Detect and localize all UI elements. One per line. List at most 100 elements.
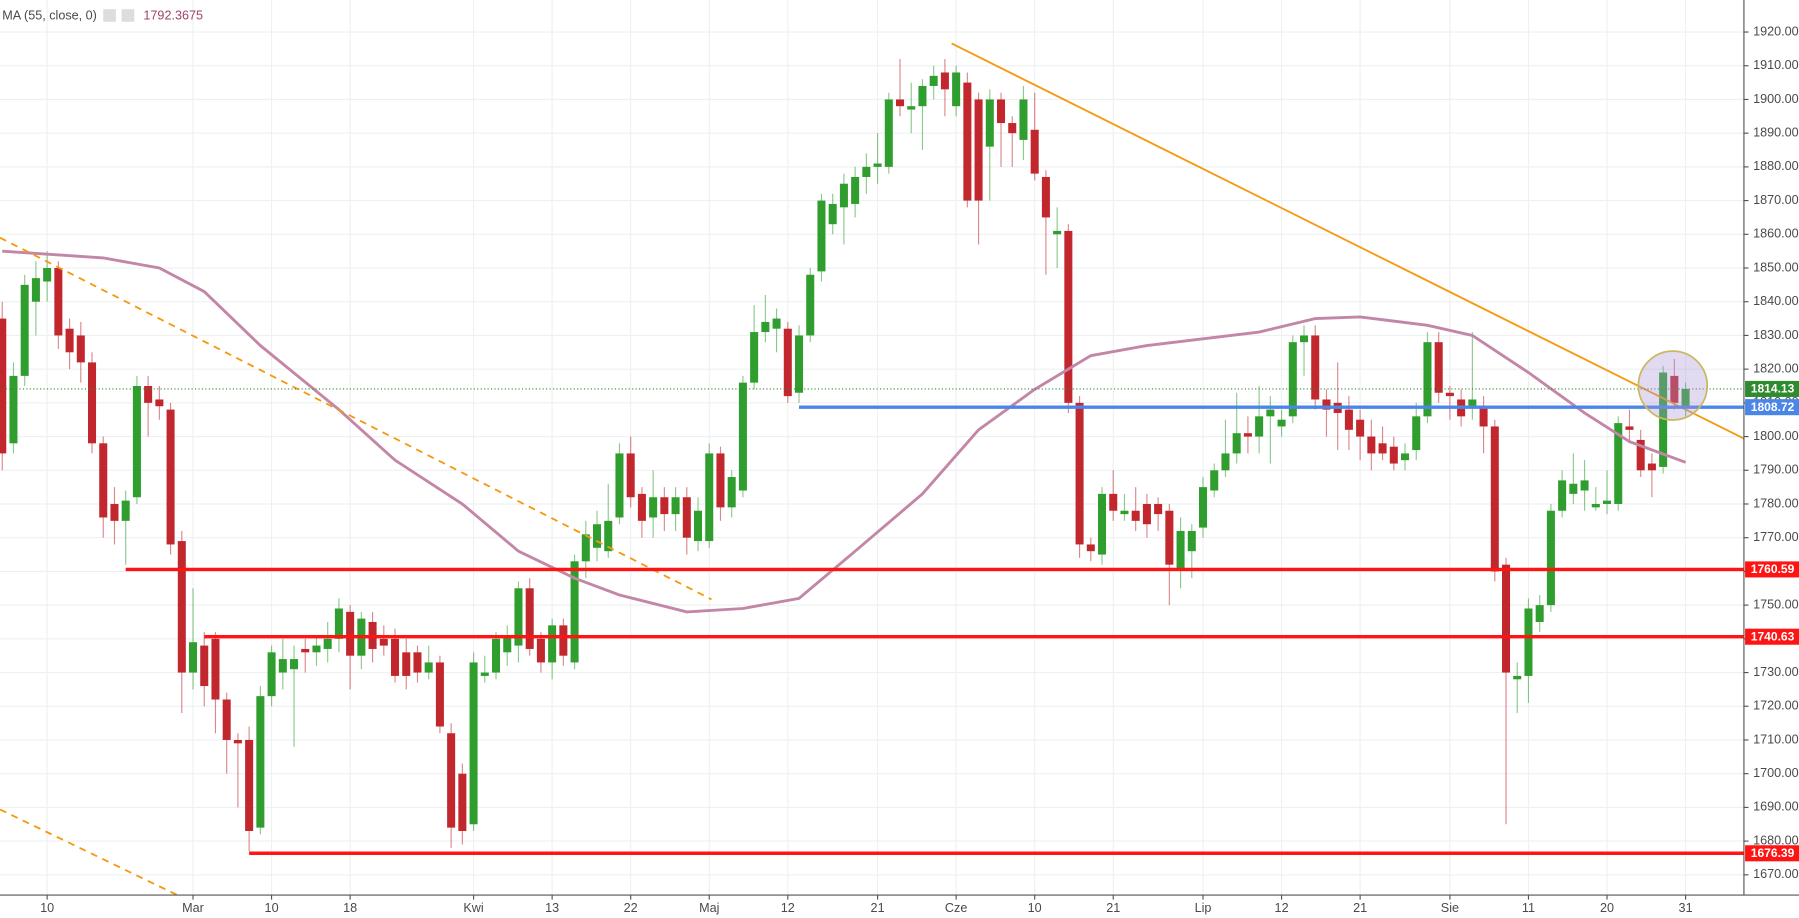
- candle-body: [884, 99, 893, 167]
- candle-body: [570, 561, 579, 663]
- trendline: [0, 808, 178, 896]
- highlight-circle: [1637, 350, 1709, 421]
- candle-body: [20, 284, 29, 376]
- candle-body: [1367, 436, 1376, 454]
- candle-body: [144, 386, 153, 403]
- candle-body: [1434, 342, 1443, 393]
- candle-body: [1165, 510, 1174, 565]
- x-tick-label: 22: [624, 901, 638, 915]
- candle-body: [1580, 480, 1589, 491]
- y-tick-label: 1790.00: [1753, 463, 1799, 477]
- candle-body: [346, 611, 355, 656]
- candle-body: [1277, 419, 1286, 427]
- candle-body: [1131, 510, 1140, 521]
- x-tick-label: 10: [1028, 901, 1042, 915]
- candle-body: [1109, 493, 1118, 511]
- x-tick-label: 10: [40, 901, 54, 915]
- candle-body: [1614, 423, 1623, 504]
- candle-body: [1154, 503, 1163, 515]
- candle-body: [155, 399, 164, 407]
- candle-body: [694, 510, 703, 542]
- candle-body: [1086, 544, 1095, 552]
- candle-body: [660, 497, 669, 515]
- y-tick-label: 1870.00: [1753, 193, 1799, 207]
- y-tick-label: 1780.00: [1753, 496, 1799, 510]
- candle-body: [1176, 530, 1185, 569]
- candle-body: [1670, 375, 1679, 403]
- settings-icon[interactable]: [103, 9, 116, 22]
- candle-body: [1389, 446, 1398, 464]
- candle-body: [200, 645, 209, 687]
- x-tick-label: 21: [1106, 901, 1120, 915]
- level-label-box: [1745, 380, 1799, 397]
- candle-body: [604, 520, 613, 552]
- candle-body: [1120, 510, 1129, 515]
- indicator-label: MA (55, close, 0): [2, 8, 97, 22]
- candle-body: [1098, 493, 1107, 555]
- x-tick-label: 18: [343, 901, 357, 915]
- candle-body: [435, 662, 444, 727]
- candle-body: [1255, 416, 1264, 437]
- candle-body: [851, 176, 860, 204]
- y-tick-label: 1840.00: [1753, 294, 1799, 308]
- candle-body: [1535, 605, 1544, 622]
- y-tick-label: 1800.00: [1753, 429, 1799, 443]
- y-tick-label: 1880.00: [1753, 159, 1799, 173]
- candle-body: [1558, 480, 1567, 511]
- candle-body: [761, 321, 770, 333]
- candle-body: [1479, 406, 1488, 427]
- candle-body: [1243, 433, 1252, 437]
- candle-body: [1008, 123, 1017, 134]
- candle-body: [1053, 230, 1062, 235]
- candle-body: [1030, 129, 1039, 174]
- candle-body: [1311, 335, 1320, 400]
- candle-body: [1041, 176, 1050, 218]
- candle-body: [952, 72, 961, 107]
- candle-body: [1356, 419, 1365, 437]
- y-tick-label: 1890.00: [1753, 125, 1799, 139]
- candle-body: [211, 638, 220, 700]
- candle-body: [1187, 530, 1196, 552]
- x-tick-label: Maj: [699, 901, 719, 915]
- candle-body: [458, 773, 467, 831]
- candle-body: [671, 497, 680, 515]
- candle-body: [705, 453, 714, 542]
- candle-body: [738, 382, 747, 491]
- x-tick-label: 11: [1522, 901, 1535, 915]
- candle-body: [963, 82, 972, 201]
- candle-body: [1569, 483, 1578, 494]
- candle-body: [1322, 399, 1331, 410]
- candle-body: [1445, 392, 1454, 397]
- candle-body: [54, 268, 63, 336]
- x-tick-label: 10: [265, 901, 279, 915]
- axes: 1670.00 1680.00 1690.00 1700.00 1710.00 1720.…: [40, 24, 1799, 915]
- candle-body: [1075, 402, 1084, 545]
- candle-body: [918, 85, 927, 107]
- candle-body: [278, 659, 287, 673]
- candle-body: [222, 699, 231, 740]
- candle-body: [1378, 443, 1387, 454]
- candle-body: [492, 638, 501, 673]
- close-icon[interactable]: [121, 9, 135, 22]
- candle-body: [233, 739, 242, 744]
- x-tick-label: Kwi: [463, 901, 483, 915]
- candle-body: [424, 662, 433, 673]
- candle-body: [65, 328, 74, 353]
- grid: [0, 0, 1744, 896]
- y-tick-label: 1710.00: [1753, 732, 1799, 746]
- candle-body: [1591, 503, 1600, 508]
- candle-body: [997, 99, 1006, 124]
- candle-body: [1344, 409, 1353, 430]
- candle-body: [1546, 510, 1555, 606]
- x-tick-label: Lip: [1195, 901, 1212, 915]
- candle-body: [1064, 230, 1073, 403]
- x-tick-label: Cze: [945, 901, 967, 915]
- candle-body: [896, 99, 905, 107]
- candle-body: [559, 625, 568, 656]
- candle-body: [1210, 470, 1219, 491]
- candle-body: [682, 497, 691, 538]
- level-label: 1814.13: [1751, 382, 1795, 396]
- y-tick-label: 1920.00: [1753, 24, 1799, 38]
